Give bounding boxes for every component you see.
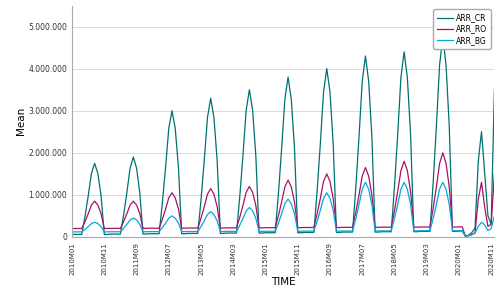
ARR_BG bbox=[411, 229, 417, 233]
ARR_CR bbox=[411, 230, 417, 234]
ARR_BG bbox=[120, 226, 126, 230]
ARR_CR bbox=[69, 233, 75, 236]
ARR_RO bbox=[104, 227, 110, 230]
ARR_CR bbox=[462, 234, 468, 238]
ARR_BG bbox=[211, 213, 217, 216]
ARR_CR bbox=[104, 233, 110, 236]
ARR_BG bbox=[104, 230, 110, 234]
ARR_BG bbox=[198, 225, 204, 228]
ARR_CR bbox=[408, 133, 414, 137]
ARR_RO bbox=[462, 234, 468, 238]
ARR_BG bbox=[492, 214, 498, 218]
Line: ARR_RO: ARR_RO bbox=[72, 153, 494, 236]
Y-axis label: Mean: Mean bbox=[16, 107, 26, 135]
X-axis label: TIME: TIME bbox=[271, 277, 295, 287]
ARR_BG bbox=[414, 229, 420, 233]
ARR_BG bbox=[462, 234, 468, 238]
ARR_RO bbox=[411, 225, 417, 229]
ARR_BG bbox=[69, 230, 75, 234]
ARR_CR bbox=[440, 35, 446, 39]
ARR_CR bbox=[211, 116, 217, 119]
ARR_RO bbox=[198, 217, 204, 220]
ARR_CR bbox=[198, 198, 204, 201]
Line: ARR_CR: ARR_CR bbox=[72, 37, 494, 236]
ARR_RO bbox=[408, 190, 414, 193]
Line: ARR_BG: ARR_BG bbox=[72, 182, 494, 236]
ARR_CR bbox=[120, 213, 126, 217]
ARR_RO bbox=[120, 220, 126, 223]
ARR_RO bbox=[440, 151, 446, 154]
ARR_RO bbox=[492, 172, 498, 176]
ARR_CR bbox=[492, 88, 498, 91]
ARR_RO bbox=[211, 193, 217, 196]
ARR_RO bbox=[69, 227, 75, 230]
Legend: ARR_CR, ARR_RO, ARR_BG: ARR_CR, ARR_RO, ARR_BG bbox=[434, 9, 490, 49]
ARR_BG bbox=[362, 180, 368, 184]
